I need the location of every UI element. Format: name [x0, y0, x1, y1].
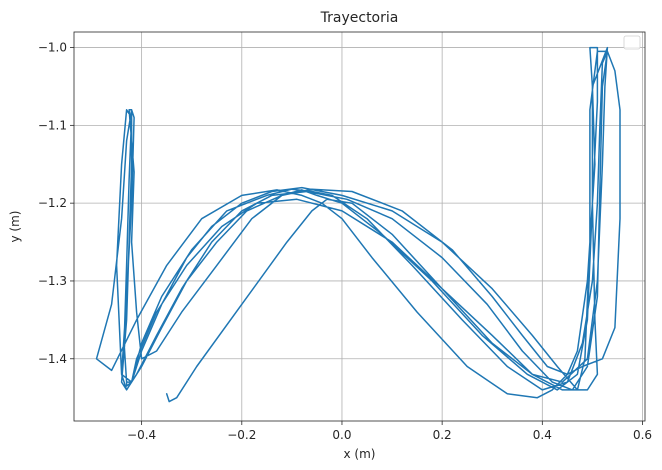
y-axis-label: y (m) — [8, 211, 22, 243]
x-tick-label: −0.4 — [127, 428, 156, 442]
legend-box — [623, 35, 641, 50]
trajectory-line — [95, 46, 621, 403]
grid-lines — [74, 32, 645, 421]
x-tick-label: 0.0 — [332, 428, 351, 442]
y-tick-label: −1.1 — [38, 118, 67, 132]
x-axis-label: x (m) — [344, 447, 376, 461]
plot-area-background — [74, 32, 645, 421]
plot-area-frame — [73, 31, 646, 422]
chart-title: Trayectoria — [320, 10, 399, 26]
y-tick-label: −1.4 — [38, 352, 67, 366]
y-tick-label: −1.2 — [38, 196, 67, 210]
x-tick-label: 0.4 — [533, 428, 552, 442]
y-tick-label: −1.0 — [38, 41, 67, 55]
y-axis-ticks: −1.4 −1.3 −1.2 −1.1 −1.0 — [38, 41, 74, 366]
x-tick-label: −0.2 — [227, 428, 256, 442]
y-tick-label: −1.3 — [38, 274, 67, 288]
series-group — [95, 46, 621, 403]
x-axis-ticks: −0.4 −0.2 0.0 0.2 0.4 0.6 — [127, 421, 652, 442]
x-tick-label: 0.6 — [633, 428, 652, 442]
x-tick-label: 0.2 — [433, 428, 452, 442]
